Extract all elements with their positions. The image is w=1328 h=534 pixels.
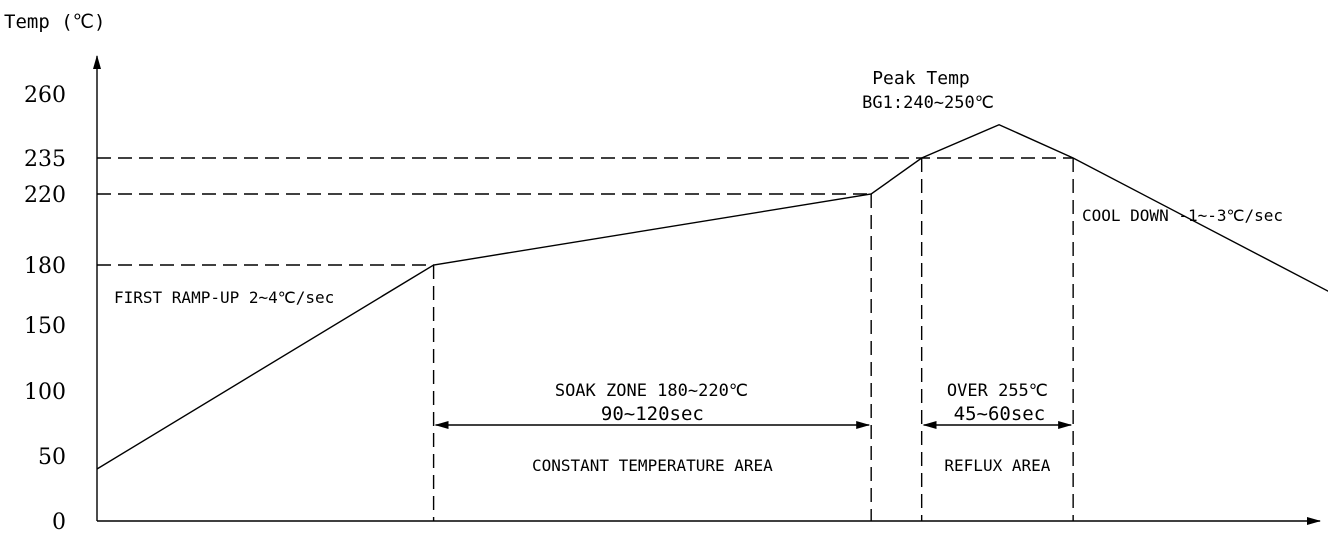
y-tick-label: 180 <box>24 254 66 279</box>
zone-spans: SOAK ZONE 180~220℃90~120sec CONSTANT TEMP… <box>434 381 1073 475</box>
profile-line <box>96 123 1328 470</box>
span-label-duration: 90~120sec <box>601 403 704 425</box>
y-tick-label: 50 <box>38 445 66 470</box>
cool-down-label: COOL DOWN -1~-3℃/sec <box>1082 206 1283 225</box>
span-label-duration: 45~60sec <box>954 403 1046 425</box>
peak-temp-title: Peak Temp <box>872 68 970 89</box>
span-label-area: REFLUX AREA <box>944 456 1050 475</box>
span-label-top: OVER 255℃ <box>947 381 1048 401</box>
span-label-area: CONSTANT TEMPERATURE AREA <box>532 456 773 475</box>
reference-lines <box>97 157 1074 521</box>
y-axis-label: Temp (℃) <box>4 11 105 33</box>
y-tick-label: 150 <box>24 314 66 339</box>
y-tick-labels: 0 50 100 150 180 220 235 260 <box>24 83 66 534</box>
axes <box>93 55 1321 525</box>
y-tick-label: 220 <box>24 183 66 208</box>
y-tick-label: 260 <box>24 83 66 108</box>
y-tick-label: 0 <box>52 510 66 534</box>
span-label-top: SOAK ZONE 180~220℃ <box>555 381 748 401</box>
peak-temp-range: BG1:240~250℃ <box>862 93 994 113</box>
temperature-curve <box>96 123 1328 470</box>
ramp-up-label: FIRST RAMP-UP 2~4℃/sec <box>114 288 334 307</box>
y-tick-label: 100 <box>24 380 66 405</box>
y-tick-label: 235 <box>24 147 66 172</box>
